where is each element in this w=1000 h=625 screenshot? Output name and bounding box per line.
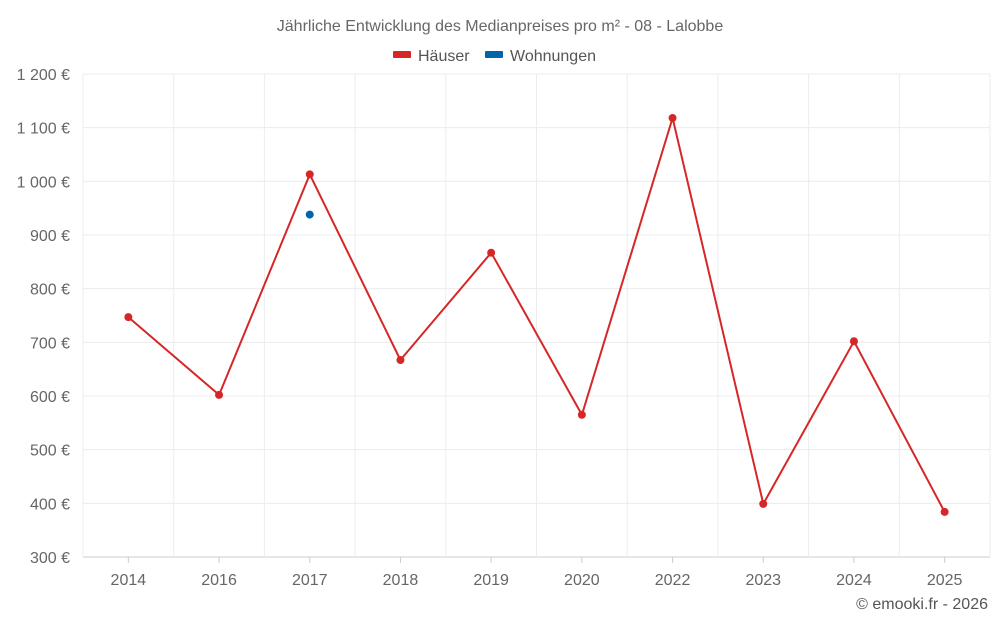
data-point[interactable] — [668, 114, 677, 123]
y-tick-label: 1 200 € — [17, 67, 70, 84]
credit-text: © emooki.fr - 2026 — [856, 596, 988, 613]
data-point[interactable] — [305, 170, 314, 179]
x-tick-label: 2017 — [292, 572, 328, 589]
x-tick-label: 2022 — [655, 572, 691, 589]
y-tick-label: 500 € — [30, 443, 70, 460]
data-point[interactable] — [849, 337, 858, 346]
y-tick-label: 300 € — [30, 550, 70, 567]
data-point[interactable] — [396, 356, 405, 365]
y-tick-label: 400 € — [30, 496, 70, 513]
x-tick-label: 2024 — [836, 572, 872, 589]
legend-label-wohnungen[interactable]: Wohnungen — [510, 48, 596, 65]
plot-area — [124, 114, 949, 516]
chart-title: Jährliche Entwicklung des Medianpreises … — [277, 18, 724, 35]
y-axis: 300 € 400 € 500 € 600 € 700 € 800 € 900 € 1 000… — [17, 67, 70, 567]
data-point[interactable] — [759, 499, 768, 508]
y-tick-label: 700 € — [30, 335, 70, 352]
data-point[interactable] — [305, 210, 314, 219]
legend-swatch-haeuser — [393, 51, 411, 58]
grid — [82, 73, 991, 558]
x-tick-label: 2023 — [745, 572, 781, 589]
data-point[interactable] — [215, 390, 224, 399]
y-tick-label: 900 € — [30, 228, 70, 245]
y-tick-label: 600 € — [30, 389, 70, 406]
x-tick-label: 2014 — [111, 572, 147, 589]
series-line-0 — [127, 117, 946, 513]
x-axis: 2014 2016 2017 2018 2019 2020 2022 2023 2024 2025 — [111, 557, 963, 589]
data-point[interactable] — [577, 410, 586, 419]
x-tick-label: 2025 — [927, 572, 963, 589]
x-tick-label: 2018 — [383, 572, 419, 589]
legend-swatch-wohnungen — [485, 51, 503, 58]
data-point[interactable] — [940, 507, 949, 516]
legend: Häuser Wohnungen — [393, 48, 596, 65]
x-tick-label: 2019 — [473, 572, 509, 589]
legend-label-haeuser[interactable]: Häuser — [418, 48, 470, 65]
x-tick-label: 2020 — [564, 572, 600, 589]
y-tick-label: 800 € — [30, 282, 70, 299]
data-point[interactable] — [124, 313, 133, 322]
y-tick-label: 1 000 € — [17, 174, 70, 191]
y-tick-label: 1 100 € — [17, 121, 70, 138]
x-tick-label: 2016 — [201, 572, 237, 589]
data-point[interactable] — [487, 248, 496, 257]
